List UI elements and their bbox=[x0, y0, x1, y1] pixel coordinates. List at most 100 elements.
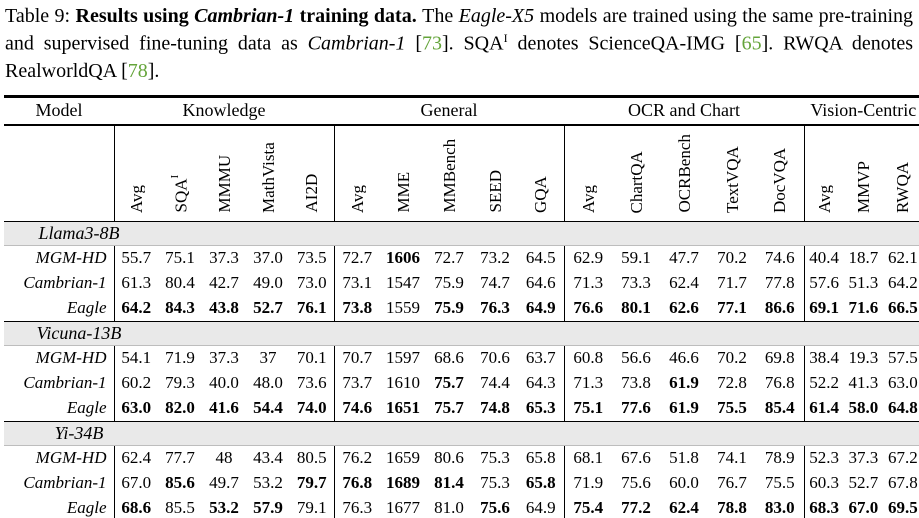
metric-cell: 81.4 bbox=[434, 473, 464, 493]
metric-cell: 77.2 bbox=[621, 498, 651, 518]
metric-cell: 19.3 bbox=[848, 348, 879, 368]
section-header-row: Vicuna-13B bbox=[4, 321, 919, 346]
metric-label-rotated: Avg bbox=[579, 184, 597, 213]
metric-cell: 58.0 bbox=[843, 395, 884, 422]
metric-cell: 42.7 bbox=[209, 273, 239, 293]
metric-cell: 64.8 bbox=[883, 395, 919, 422]
metric-label-rotated: Avg bbox=[815, 184, 833, 213]
table-row: MGM-HD 62.4 77.7 48 43.4 80.5 76.2 1659 80.6 75.3… bbox=[4, 445, 919, 471]
model-label: Eagle bbox=[4, 495, 115, 518]
metric-column-header: MathVista bbox=[246, 124, 290, 222]
metric-cell: 61.9 bbox=[669, 373, 699, 393]
section-header-cell: Vicuna-13B bbox=[4, 321, 919, 346]
metric-cell: 64.9 bbox=[518, 495, 565, 518]
metric-cell: 79.7 bbox=[290, 470, 335, 496]
metric-label-rotated: ChartQA bbox=[627, 150, 645, 213]
metric-cell: 73.8 bbox=[621, 373, 651, 393]
metric-cell: 74.7 bbox=[480, 273, 510, 293]
caption-segment: Results using bbox=[75, 5, 195, 27]
model-label: MGM-HD bbox=[4, 345, 115, 371]
metric-cell: 79.1 bbox=[290, 495, 335, 518]
metric-cell: 66.5 bbox=[883, 295, 919, 322]
metric-cell: 1659 bbox=[386, 448, 421, 468]
model-label: MGM-HD bbox=[4, 245, 115, 271]
metric-column-header: AI2D bbox=[290, 124, 335, 222]
model-column-spacer bbox=[4, 124, 115, 222]
metric-cell: 69.1 bbox=[804, 295, 844, 322]
metric-cell: 60.0 bbox=[669, 473, 699, 493]
metric-cell: 40.0 bbox=[209, 373, 239, 393]
metric-cell: 76.3 bbox=[342, 498, 373, 518]
metric-cell: 73.2 bbox=[480, 248, 510, 268]
metric-cell: 49.7 bbox=[209, 473, 239, 493]
metric-cell: 80.4 bbox=[165, 273, 195, 293]
metric-label-rotated: DocVQA bbox=[771, 147, 789, 213]
citation-link[interactable]: 65 bbox=[741, 33, 762, 56]
metric-cell: 64.9 bbox=[518, 295, 565, 322]
metric-cell: 54.4 bbox=[246, 395, 290, 422]
metric-cell: 37.3 bbox=[209, 348, 239, 368]
metric-cell: 73.1 bbox=[342, 273, 373, 293]
metric-label-rotated: MMMU bbox=[215, 155, 233, 213]
metric-cell: 60.2 bbox=[121, 373, 152, 393]
metric-cell: 1559 bbox=[380, 295, 427, 322]
metric-cell: 1677 bbox=[386, 498, 421, 518]
caption-segment: denotes ScienceQA-IMG [ bbox=[507, 33, 742, 56]
metric-column-header: Avg bbox=[804, 124, 844, 222]
metric-cell: 65.3 bbox=[518, 395, 565, 422]
metric-cell: 75.7 bbox=[434, 373, 464, 393]
metric-column-header: MMBench bbox=[426, 124, 473, 222]
metric-cell: 67.6 bbox=[621, 448, 651, 468]
metric-cell: 37.3 bbox=[209, 248, 239, 268]
metric-cell: 76.7 bbox=[717, 473, 747, 493]
metric-cell: 51.3 bbox=[848, 273, 879, 293]
caption-segment: ]. RWQA denotes RealworldQA [ bbox=[5, 33, 913, 83]
citation-link[interactable]: 73 bbox=[422, 33, 442, 56]
metric-cell: 62.4 bbox=[669, 273, 699, 293]
table-row: Eagle 63.0 82.0 41.6 54.4 74.0 74.6 1651 75.7 74.… bbox=[4, 395, 919, 422]
metric-cell: 77.7 bbox=[165, 448, 195, 468]
metric-cell: 1606 bbox=[386, 248, 421, 268]
metric-cell: 75.5 bbox=[708, 395, 757, 422]
metric-cell: 40.4 bbox=[809, 248, 839, 268]
metric-cell: 64.2 bbox=[114, 295, 158, 322]
metric-cell: 71.3 bbox=[573, 373, 604, 393]
metric-cell: 85.5 bbox=[165, 498, 195, 518]
caption-segment: Table 9: bbox=[5, 5, 76, 27]
metric-cell: 68.3 bbox=[809, 498, 839, 518]
metric-cell: 64.5 bbox=[518, 245, 565, 271]
citation-link[interactable]: 78 bbox=[127, 60, 148, 83]
metric-cell: 68.1 bbox=[573, 448, 604, 468]
section-header-row: Yi-34B bbox=[4, 421, 919, 446]
model-label: Eagle bbox=[4, 395, 115, 422]
metric-cell: 70.6 bbox=[480, 348, 510, 368]
metric-cell: 81.0 bbox=[434, 498, 464, 518]
metric-cell: 64.2 bbox=[887, 273, 918, 293]
metric-label-rotated: MathVista bbox=[259, 142, 277, 213]
caption-superscript: I bbox=[503, 31, 508, 46]
table-body: Llama3-8B MGM-HD 55.7 75.1 37.3 37.0 73.5 72.7 1… bbox=[4, 221, 919, 518]
caption-segment: [ bbox=[405, 33, 422, 56]
metric-cell: 47.7 bbox=[669, 248, 699, 268]
section-label: Yi-34B bbox=[54, 422, 104, 443]
table-row: MGM-HD 55.7 75.1 37.3 37.0 73.5 72.7 1606 72.7 73… bbox=[4, 245, 919, 271]
metric-cell: 61.9 bbox=[660, 395, 709, 422]
metric-cell: 69.8 bbox=[756, 345, 805, 371]
metric-cell: 71.6 bbox=[843, 295, 884, 322]
metric-cell: 76.1 bbox=[290, 295, 335, 322]
metric-cell: 76.6 bbox=[564, 295, 613, 322]
metric-cell: 1547 bbox=[386, 273, 421, 293]
metric-cell: 60.8 bbox=[573, 348, 604, 368]
metric-cell: 72.8 bbox=[717, 373, 747, 393]
metric-cell: 67.8 bbox=[887, 473, 918, 493]
metric-cell: 57.6 bbox=[809, 273, 839, 293]
table-row: Cambrian-1 60.2 79.3 40.0 48.0 73.6 73.7 1610 75… bbox=[4, 370, 919, 396]
metric-cell: 57.5 bbox=[887, 348, 918, 368]
metric-cell: 72.7 bbox=[342, 248, 373, 268]
caption-segment: Cambrian-1 bbox=[194, 5, 295, 27]
metric-cell: 86.6 bbox=[756, 295, 805, 322]
metric-cell: 1689 bbox=[386, 473, 421, 493]
metric-cell: 64.6 bbox=[518, 270, 565, 296]
metric-cell: 53.2 bbox=[253, 473, 283, 493]
metric-cell: 85.6 bbox=[165, 473, 195, 493]
